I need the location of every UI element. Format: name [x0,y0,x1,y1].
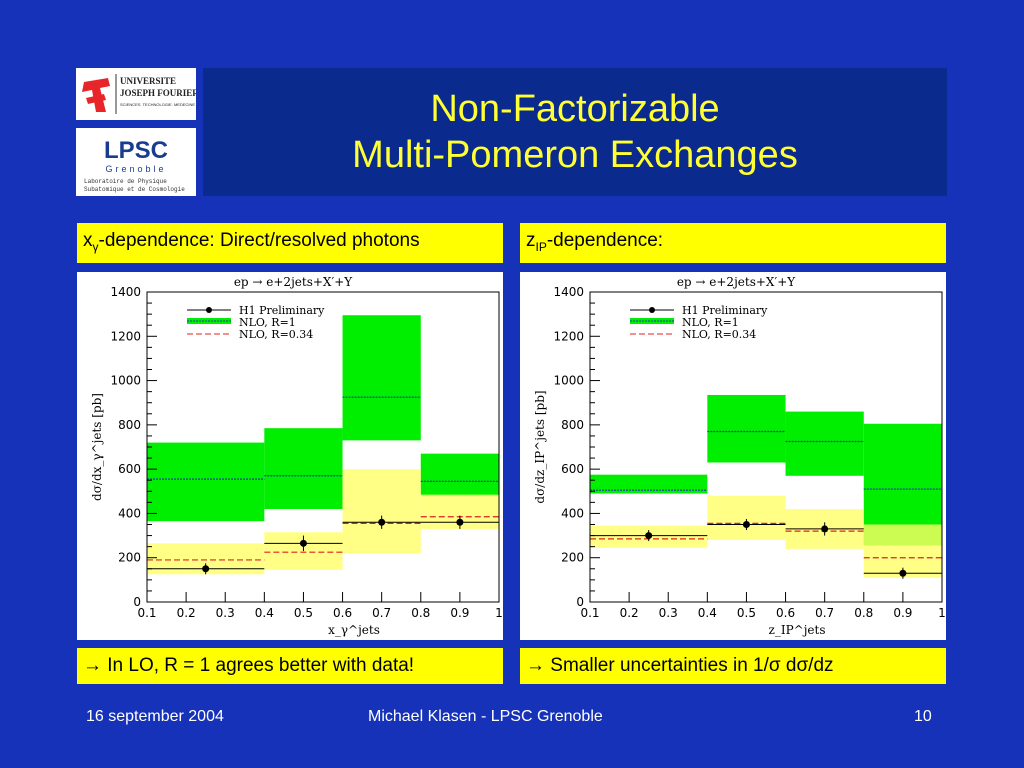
y-tick-label: 800 [118,418,141,432]
left-caption-sub: γ [92,239,99,254]
lpsc-line2: Grenoble [105,164,166,174]
data-point [742,521,750,528]
data-point [378,518,386,526]
right-caption-sub: IP [535,239,547,254]
legend-data-marker [206,307,212,313]
y-tick-label: 1400 [553,285,584,299]
chart-title: ep → e+2jets+X′+Y [677,275,796,289]
right-caption: zIP-dependence: [520,223,946,263]
nlo-r034-band [707,495,786,540]
left-caption-pre: x [83,230,93,251]
left-plot: 0 200 400 600 800 1000 1200 1400 0.1 0.2 0.3 0.4 0.5… [77,272,503,640]
data-point [645,532,653,540]
y-tick-label: 200 [561,551,584,565]
x-axis-label: x_γ^jets [328,623,380,637]
data-point [456,518,464,526]
x-tick-label: 0.8 [854,606,873,620]
nlo-r1-band [147,442,265,522]
footer-author: Michael Klasen - LPSC Grenoble [368,708,603,725]
legend-label: NLO, R=0.34 [239,328,313,341]
lpsc-line3: Laboratoire de Physique [84,178,167,185]
x-tick-label: 0.9 [450,606,469,620]
x-tick-label: 1 [495,606,503,620]
nlo-r1-band [420,453,499,496]
legend-label: NLO, R=0.34 [682,328,756,341]
lpsc-logo: LPSC Grenoble Laboratoire de Physique Su… [76,128,196,196]
legend-label: NLO, R=1 [682,316,739,329]
x-tick-label: 0.5 [294,606,313,620]
x-tick-label: 0.1 [137,606,156,620]
ujf-emblem-icon [80,74,114,114]
x-tick-label: 0.4 [698,606,717,620]
right-conclusion: → Smaller uncertainties in 1/σ dσ/dz [520,648,946,684]
y-tick-label: 200 [118,551,141,565]
left-conclusion: → In LO, R = 1 agrees better with data! [77,648,503,684]
chart-title: ep → e+2jets+X′+Y [234,275,353,289]
right-caption-pre: z [526,230,536,251]
data-point [899,569,907,577]
x-tick-label: 0.6 [333,606,352,620]
x-tick-label: 0.7 [372,606,391,620]
y-tick-label: 1200 [110,329,141,343]
ujf-line3: SCIENCES. TECHNOLOGIE. MEDECINE [120,102,195,107]
x-tick-label: 0.9 [893,606,912,620]
x-tick-label: 0.5 [737,606,756,620]
y-tick-label: 0 [133,595,141,609]
y-tick-label: 1200 [553,329,584,343]
x-tick-label: 0.2 [620,606,639,620]
x-tick-label: 0.3 [659,606,678,620]
right-plot: 0 200 400 600 800 1000 1200 1400 0.1 0.2 0.3 0.4 0.5… [520,272,946,640]
y-tick-label: 1400 [110,285,141,299]
footer-date: 16 september 2004 [86,708,224,725]
x-tick-label: 1 [938,606,946,620]
zip-chart: 0 200 400 600 800 1000 1200 1400 0.1 0.2 0.3 0.4 0.5… [533,275,946,637]
x-tick-label: 0.3 [216,606,235,620]
data-point [299,539,307,547]
nlo-r1-band [342,315,421,441]
data-point [202,565,210,573]
y-tick-label: 1000 [110,374,141,388]
legend-label: H1 Preliminary [239,304,325,317]
legend-data-marker [649,307,655,313]
xgamma-chart: 0 200 400 600 800 1000 1200 1400 0.1 0.2 0.3 0.4 0.5… [90,275,503,637]
data-point [821,525,829,533]
ujf-line2: JOSEPH FOURIER [120,88,196,98]
y-axis-label: dσ/dz_IP^jets [pb] [533,390,547,503]
title-line1: Non-Factorizable [430,88,720,130]
lpsc-line1: LPSC [104,137,168,164]
slide-title: Non-Factorizable Multi-Pomeron Exchanges [203,86,947,178]
nlo-r034-band [342,469,421,554]
y-tick-label: 1000 [553,374,584,388]
x-tick-label: 0.6 [776,606,795,620]
left-caption-post: -dependence: Direct/resolved photons [98,230,420,251]
right-caption-post: -dependence: [546,230,664,251]
y-tick-label: 0 [576,595,584,609]
x-tick-label: 0.1 [580,606,599,620]
title-box: Non-Factorizable Multi-Pomeron Exchanges [203,68,947,196]
legend-label: NLO, R=1 [239,316,296,329]
left-caption: xγ-dependence: Direct/resolved photons [77,223,503,263]
x-axis-label: z_IP^jets [769,623,826,637]
y-tick-label: 800 [561,418,584,432]
legend-label: H1 Preliminary [682,304,768,317]
lpsc-line4: Subatomique et de Cosmologie [84,186,185,193]
x-tick-label: 0.8 [411,606,430,620]
x-tick-label: 0.2 [177,606,196,620]
nlo-r1-band [785,411,864,476]
ujf-logo: UNIVERSITE JOSEPH FOURIER SCIENCES. TECH… [76,68,199,120]
y-tick-label: 600 [561,462,584,476]
nlo-r1-band [707,394,786,463]
y-axis-label: dσ/dx_γ^jets [pb] [90,393,104,501]
y-tick-label: 600 [118,462,141,476]
nlo-r1-band [264,428,343,509]
title-line2: Multi-Pomeron Exchanges [352,134,798,176]
x-tick-label: 0.7 [815,606,834,620]
x-tick-label: 0.4 [255,606,274,620]
y-tick-label: 400 [118,506,141,520]
y-tick-label: 400 [561,506,584,520]
footer-page-number: 10 [914,708,932,725]
nlo-r1-band [590,474,708,494]
ujf-line1: UNIVERSITE [120,76,176,86]
